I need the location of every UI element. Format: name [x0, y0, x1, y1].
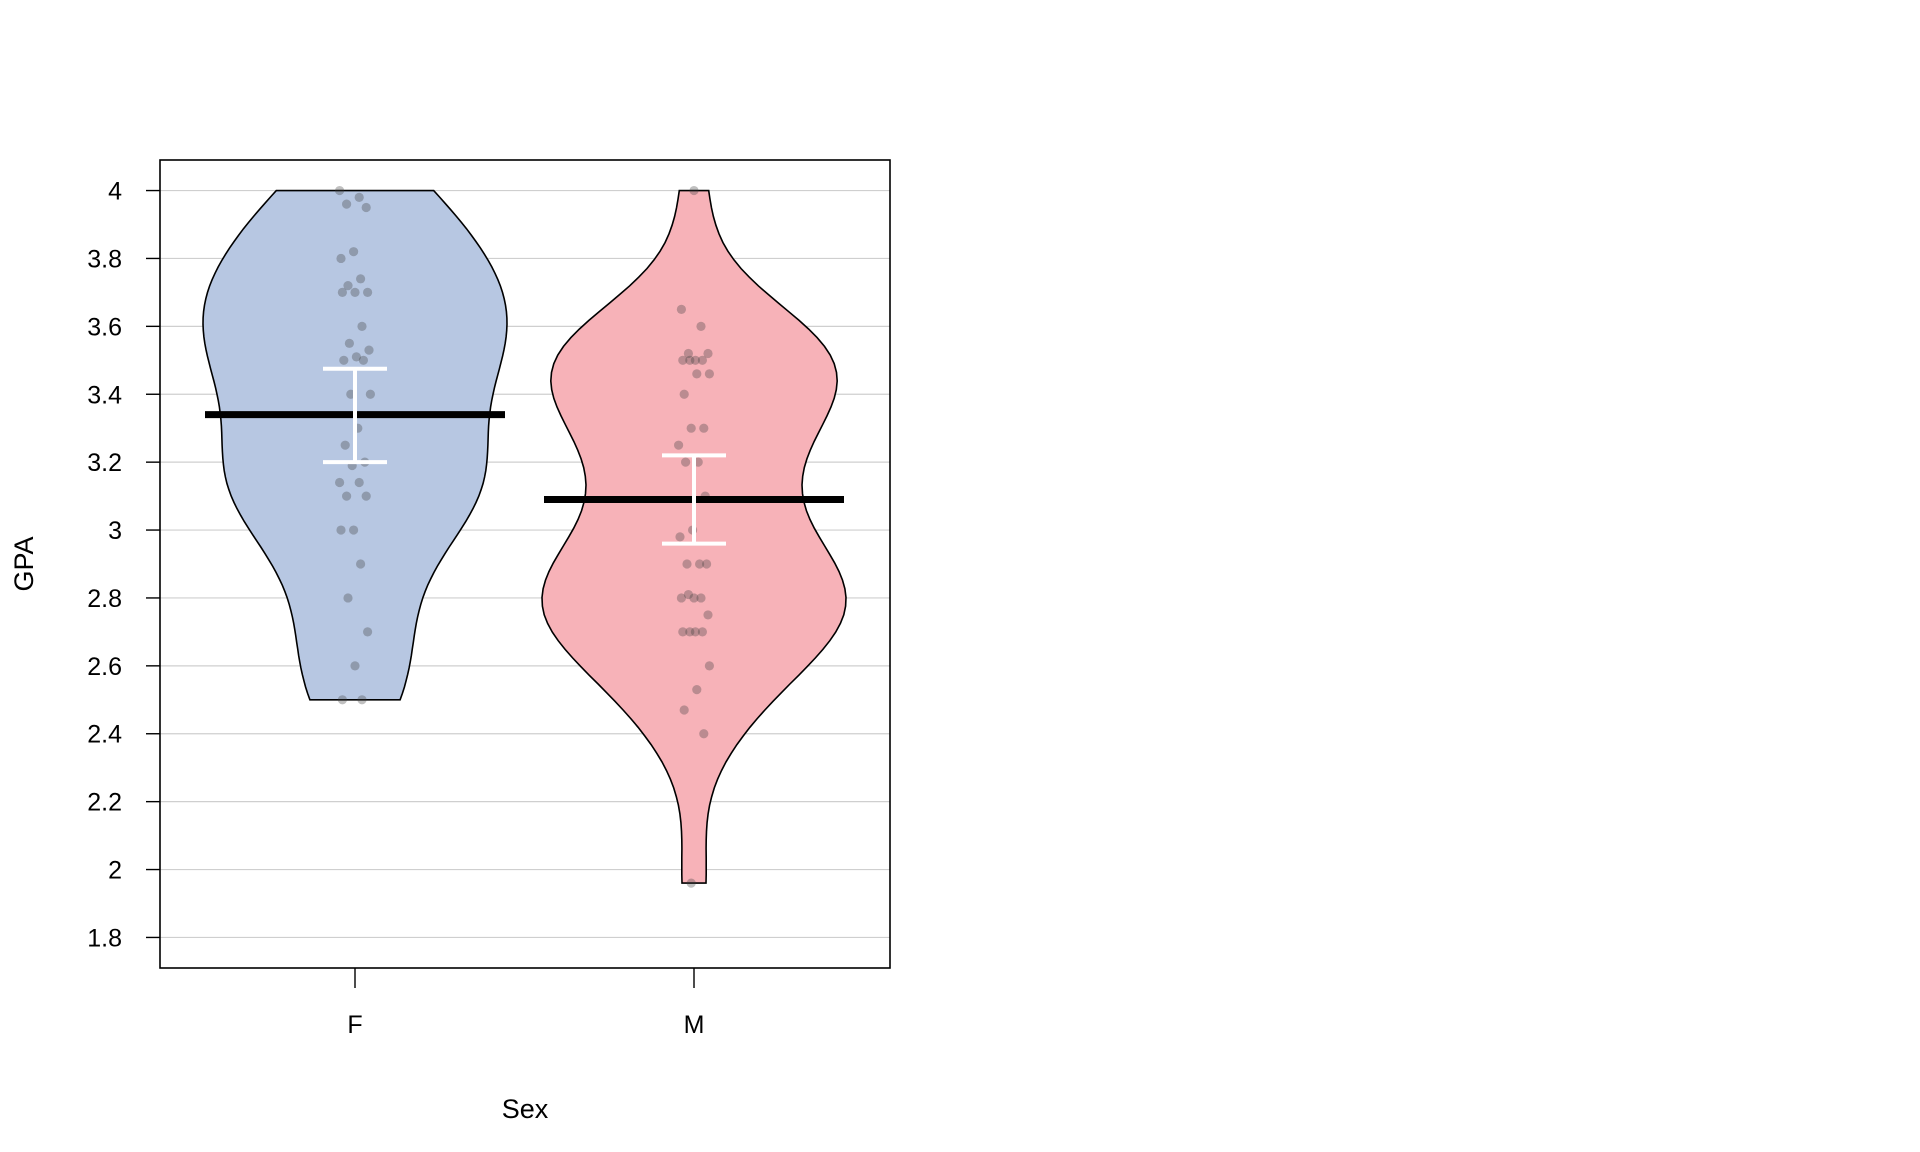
confidence-intervals [323, 366, 726, 546]
data-point [342, 491, 352, 501]
plot-frame [159, 159, 891, 969]
y-tick-label: 3 [108, 517, 122, 545]
y-tick-label: 2.4 [87, 721, 122, 749]
data-point [357, 321, 367, 331]
data-point [361, 491, 371, 501]
y-axis-title: GPA [9, 536, 39, 591]
y-tick-label: 3.8 [87, 245, 122, 273]
data-point [336, 253, 346, 264]
data-point [697, 355, 708, 365]
data-point [349, 247, 359, 257]
data-point [674, 440, 684, 450]
data-point [679, 705, 689, 715]
data-point [692, 369, 702, 379]
data-point [356, 274, 366, 284]
data-point [699, 423, 709, 433]
y-tick-label: 2.6 [87, 653, 122, 681]
data-point [704, 369, 715, 379]
data-point [676, 593, 687, 603]
data-point [678, 627, 688, 637]
data-point [682, 559, 692, 569]
data-point [686, 423, 696, 433]
data-point [342, 199, 352, 209]
data-point [349, 525, 359, 535]
data-point [361, 202, 371, 213]
data-point [364, 345, 374, 355]
x-tick-label-M: M [684, 1011, 705, 1039]
data-point [357, 695, 367, 705]
data-point [683, 589, 694, 600]
data-point [696, 321, 706, 331]
y-axis: 1.8 2 2.2 2.4 2.6 2.8 3 3.2 3.4 3.6 3.8 4 [87, 178, 160, 952]
data-point [690, 355, 701, 365]
violins [202, 189, 847, 884]
x-tick-label-F: F [347, 1011, 362, 1039]
data-point [697, 627, 708, 637]
data-point [681, 457, 691, 467]
data-point [685, 355, 695, 365]
data-points [335, 185, 715, 888]
data-point [699, 729, 709, 739]
data-point [365, 389, 375, 399]
data-point [363, 627, 373, 637]
data-point [340, 440, 350, 450]
data-point [690, 627, 701, 637]
data-point [696, 593, 706, 603]
data-point [675, 532, 685, 542]
data-point [356, 559, 366, 569]
y-tick-label: 3.6 [87, 313, 122, 341]
data-point [344, 338, 354, 348]
data-point [335, 185, 345, 196]
data-point [343, 281, 353, 291]
data-point [351, 352, 361, 362]
data-point [692, 685, 702, 695]
y-tick-label: 3.2 [87, 449, 122, 477]
data-point [686, 878, 696, 888]
data-point [339, 355, 349, 365]
data-point [685, 627, 695, 637]
y-tick-label: 4 [108, 178, 122, 206]
y-tick-label: 2.8 [87, 585, 122, 613]
data-point [337, 287, 347, 298]
data-point [676, 304, 687, 314]
data-point [683, 348, 694, 359]
data-point [358, 355, 368, 365]
data-point [703, 610, 713, 620]
y-tick-label: 2 [108, 857, 122, 885]
data-point [337, 695, 347, 705]
data-point [354, 477, 364, 488]
data-point [350, 287, 360, 298]
y-tick-label: 1.8 [87, 924, 122, 952]
data-point [343, 593, 353, 603]
y-tick-label: 2.2 [87, 789, 122, 817]
data-point [335, 477, 345, 488]
data-point [704, 661, 715, 671]
data-point [354, 192, 364, 202]
y-tick-label: 3.4 [87, 381, 122, 409]
data-point [679, 389, 689, 399]
data-point [336, 525, 346, 535]
data-point [702, 559, 712, 569]
data-point [678, 355, 688, 365]
data-point [695, 559, 705, 569]
data-point [689, 593, 699, 603]
x-axis-title: Sex [502, 1094, 549, 1124]
data-point [703, 348, 713, 359]
data-point [350, 661, 360, 671]
data-point [689, 185, 699, 196]
data-point [363, 287, 373, 298]
